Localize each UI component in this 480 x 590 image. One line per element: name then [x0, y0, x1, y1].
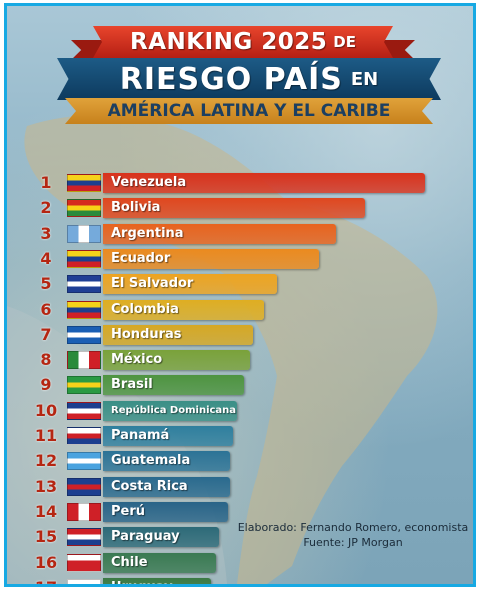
title-en: EN	[350, 68, 379, 90]
country-label: Venezuela	[111, 175, 187, 190]
bar	[103, 400, 237, 421]
credits-author: Elaborado: Fernando Romero, economista	[237, 521, 469, 534]
rank-number: 9	[40, 375, 52, 395]
rank-number: 3	[40, 223, 52, 243]
flag-icon	[67, 249, 101, 268]
country-label: Uruguay	[111, 577, 173, 584]
flag-icon	[67, 502, 101, 521]
flag-icon	[67, 224, 101, 243]
flag-icon	[67, 427, 101, 445]
country-label: Colombia	[111, 301, 179, 317]
bar	[103, 577, 211, 584]
rank-number: 6	[40, 299, 52, 319]
title-de: DE	[333, 33, 356, 51]
rank-number: 4	[40, 248, 52, 268]
title-ribbon-region: AMÉRICA LATINA Y EL CARIBE	[65, 98, 433, 124]
bar	[103, 476, 230, 497]
rank-number: 15	[34, 527, 58, 547]
flag-icon	[67, 325, 101, 344]
flag-icon	[67, 300, 101, 319]
country-label: Honduras	[111, 326, 182, 342]
flag-icon	[67, 477, 101, 496]
rank-number: 13	[34, 476, 58, 496]
bar	[103, 527, 220, 548]
country-label: Costa Rica	[111, 478, 188, 494]
credits-source: Fuente: JP Morgan	[303, 536, 403, 549]
flag-icon	[67, 578, 101, 584]
bar	[103, 173, 425, 193]
country-label: México	[111, 352, 163, 368]
title-region: AMÉRICA LATINA Y EL CARIBE	[107, 101, 391, 121]
bar	[103, 451, 230, 472]
flag-icon	[67, 199, 101, 218]
title-riesgo-pais: RIESGO PAÍS	[119, 61, 343, 97]
bar	[103, 375, 244, 396]
title-ranking: RANKING 2025	[130, 29, 328, 55]
country-label: Panamá	[111, 428, 170, 443]
bar	[103, 350, 251, 371]
country-label: Argentina	[111, 225, 184, 241]
rank-number: 2	[40, 198, 52, 218]
flag-icon	[67, 401, 101, 420]
flag-icon	[67, 376, 101, 395]
flag-icon	[67, 174, 101, 192]
rank-number: 7	[40, 324, 52, 344]
rank-number: 16	[34, 552, 58, 572]
country-label: Brasil	[111, 377, 153, 393]
country-label: Ecuador	[111, 250, 171, 266]
country-label: República Dominicana	[111, 404, 237, 416]
rank-number: 5	[40, 274, 52, 294]
bar	[103, 501, 229, 522]
rank-number: 12	[34, 451, 58, 471]
flag-icon	[67, 528, 101, 547]
country-label: Perú	[111, 503, 146, 519]
country-label: Chile	[111, 554, 148, 570]
rank-number: 17	[33, 577, 59, 584]
bar	[103, 426, 234, 446]
flag-icon	[67, 553, 101, 572]
rank-number: 10	[34, 400, 58, 420]
title-ribbon-ranking: RANKING 2025 DE	[93, 26, 393, 58]
credits: Elaborado: Fernando Romero, economista F…	[235, 520, 471, 550]
flag-icon	[67, 275, 101, 294]
rank-number: 8	[40, 350, 52, 370]
bar	[103, 198, 365, 219]
rank-number: 1	[40, 173, 52, 192]
flag-icon	[67, 452, 101, 471]
infographic-frame: RANKING 2025 DE RIESGO PAÍS EN AMÉRICA L…	[4, 3, 476, 587]
country-label: Guatemala	[111, 453, 191, 469]
bar	[103, 223, 337, 244]
country-label: El Salvador	[111, 276, 194, 292]
bar	[103, 324, 254, 345]
rank-number: 14	[34, 501, 58, 521]
flag-icon	[67, 351, 101, 370]
rank-number: 11	[34, 426, 58, 445]
country-label: Bolivia	[111, 200, 161, 216]
bar	[103, 299, 264, 320]
bar	[103, 274, 277, 295]
title-ribbon-riesgo: RIESGO PAÍS EN	[57, 58, 441, 100]
bar	[103, 248, 319, 269]
country-label: Paraguay	[111, 529, 180, 545]
bar	[103, 552, 217, 573]
